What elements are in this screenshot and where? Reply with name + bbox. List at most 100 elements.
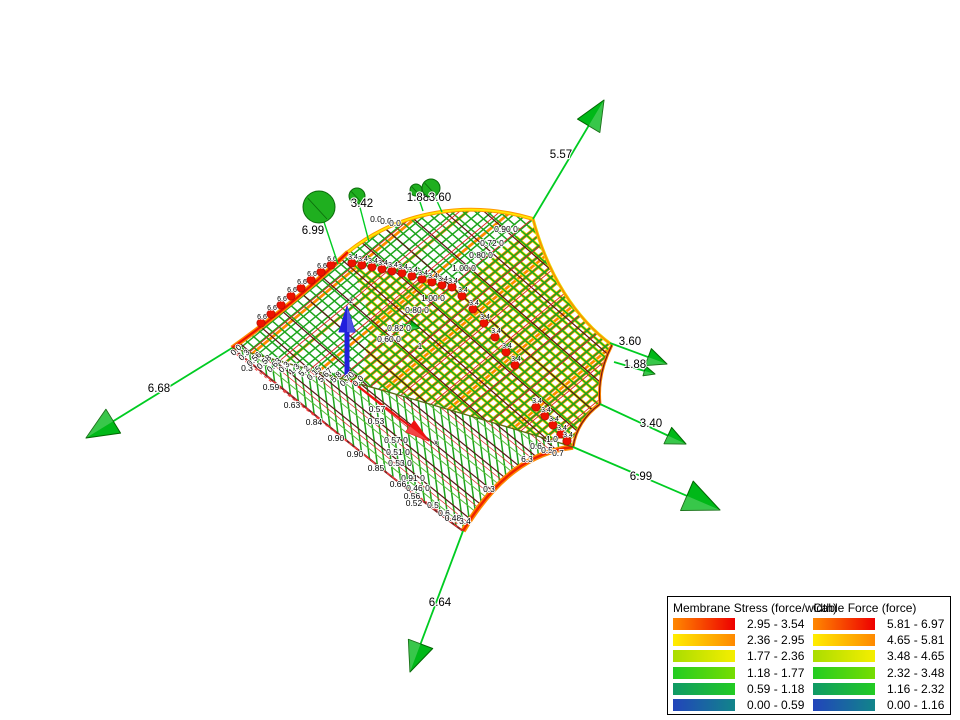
- legend-swatch: [673, 666, 735, 679]
- value-label: 0.7: [552, 448, 564, 458]
- grid-line: [0, 0, 108, 720]
- value-label: 0.90: [347, 449, 364, 459]
- stress-dot: [397, 268, 407, 278]
- legend-range-label: 0.00 - 0.59: [747, 698, 805, 713]
- stress-dot: [501, 347, 511, 357]
- value-label: 6.3: [521, 454, 533, 464]
- value-label: 3.4: [348, 254, 358, 261]
- value-label: 0.90: [328, 433, 345, 443]
- edge-cable-bottom-core: [461, 445, 574, 532]
- value-label: 6.99: [302, 225, 324, 237]
- force-cone: [663, 426, 687, 445]
- value-label: 3.4: [448, 278, 458, 285]
- value-label: 3.60: [619, 336, 641, 348]
- value-label: 1.00 0: [421, 293, 445, 303]
- value-label: 0.46 0: [406, 483, 430, 493]
- value-label: 1.88: [407, 192, 429, 204]
- grid-line: [232, 348, 394, 531]
- value-label: 3.4: [459, 516, 471, 526]
- value-label: 6.6: [277, 296, 287, 303]
- value-label: 0.85: [368, 463, 385, 473]
- value-label: 0.59: [263, 382, 280, 392]
- skirt-dashed-seam: [235, 353, 459, 525]
- grid-line: [3, 0, 212, 720]
- stress-dot: [510, 360, 520, 370]
- stress-dot: [377, 264, 387, 274]
- stress-dot: [562, 436, 572, 446]
- value-label: 0.3: [483, 484, 495, 494]
- anchor-arrow-line: [599, 403, 672, 439]
- grid-line: [0, 0, 94, 720]
- value-label: 0.63: [284, 400, 301, 410]
- value-label: 0.53 0: [388, 458, 412, 468]
- value-label: 3.4: [438, 276, 448, 283]
- stress-dot: [357, 260, 367, 270]
- value-label: 3.4: [480, 314, 490, 321]
- legend-row: 1.18 - 1.77: [673, 665, 837, 681]
- stress-dot: [490, 332, 500, 342]
- stress-dot: [347, 258, 357, 268]
- value-label: 1.0: [546, 434, 558, 444]
- legend-swatch: [673, 650, 735, 663]
- legend-group-cable-force: Cable Force (force) 5.81 - 6.97 4.65 - 5.…: [813, 600, 944, 713]
- grid-line: [0, 0, 129, 720]
- grid-line: [0, 0, 80, 720]
- value-label: 3.4: [563, 432, 573, 439]
- anchor-arrow-line: [107, 347, 233, 426]
- legend-range-label: 3.48 - 4.65: [887, 649, 945, 664]
- grid-line: [0, 0, 39, 720]
- legend-panel: Membrane Stress (force/width) 2.95 - 3.5…: [667, 596, 951, 715]
- force-cone: [644, 348, 668, 367]
- value-label: 0.66: [390, 479, 407, 489]
- node-cone-facet: [424, 182, 436, 196]
- value-label: 6.6: [317, 263, 327, 270]
- force-cone: [576, 99, 605, 133]
- anchor-arrow-line: [572, 446, 694, 500]
- value-label: 0.48: [445, 513, 462, 523]
- grid-line: [0, 0, 191, 720]
- grid-line: [232, 348, 422, 531]
- stress-dot: [556, 429, 566, 439]
- grid-line: [0, 0, 157, 720]
- value-label: 0.91 0: [401, 473, 425, 483]
- value-label: 0.57 0: [384, 435, 408, 445]
- legend-range-label: 2.32 - 3.48: [887, 665, 945, 680]
- value-label: 0.0: [380, 216, 392, 226]
- force-cone-facet: [588, 100, 604, 133]
- value-label: 3.4: [502, 343, 512, 350]
- value-label: 0.84: [306, 417, 323, 427]
- legend-range-label: 5.81 - 6.97: [887, 617, 945, 632]
- value-label: 0.60 0: [377, 334, 401, 344]
- grid-line: [0, 0, 46, 720]
- grid-line: [232, 348, 262, 531]
- value-label: 0.57: [369, 404, 386, 414]
